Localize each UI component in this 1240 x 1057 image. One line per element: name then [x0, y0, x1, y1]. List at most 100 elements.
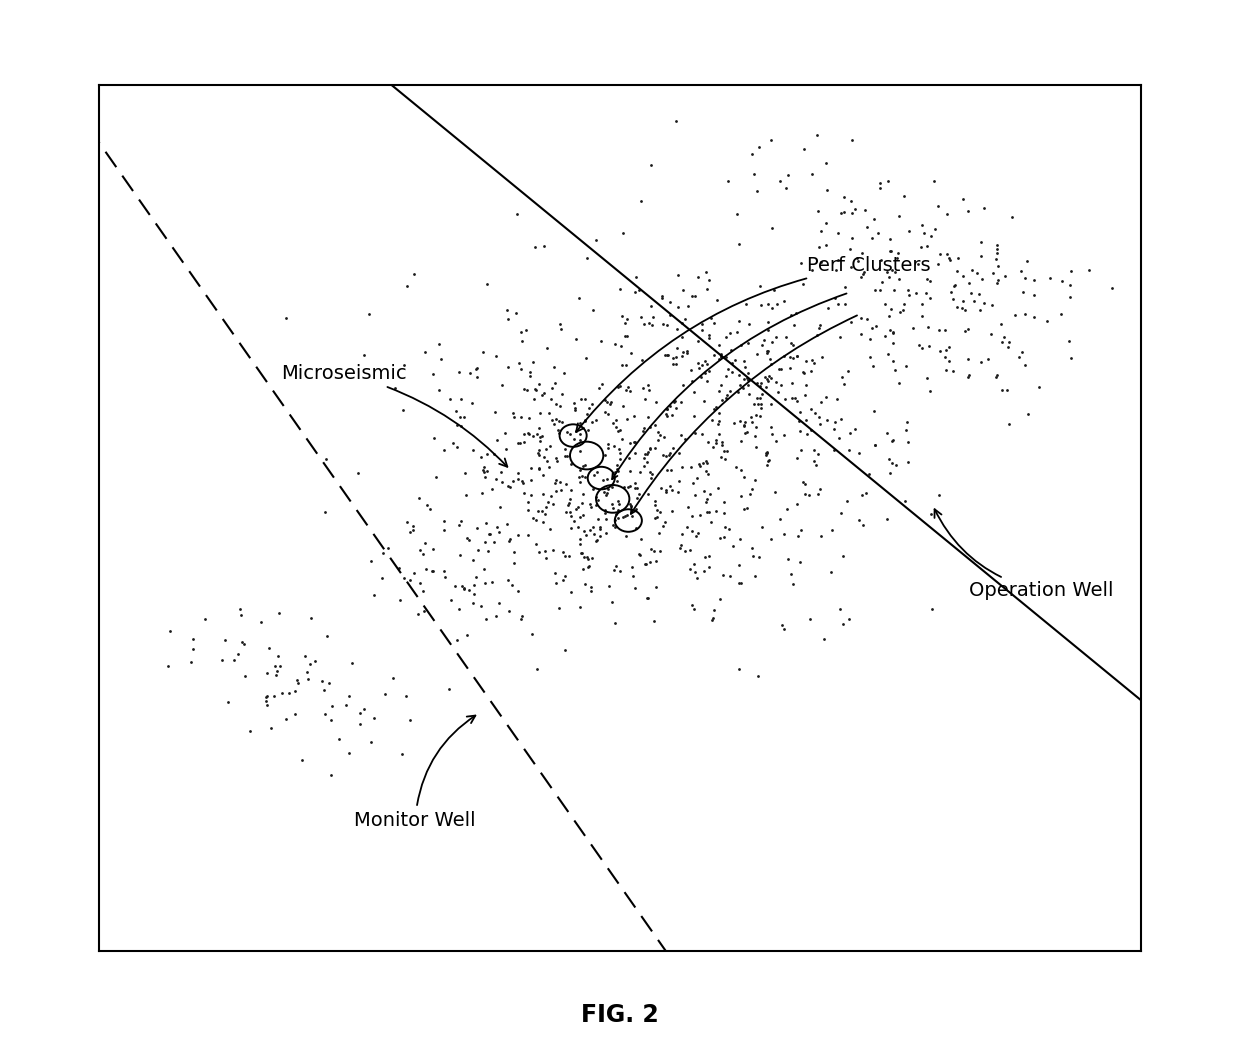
Point [684, 407, 704, 424]
Point [616, 411, 636, 428]
Point [487, 431, 507, 448]
Point [709, 590, 729, 607]
Point [467, 368, 487, 385]
Point [611, 337, 631, 354]
Point [671, 393, 691, 410]
Point [689, 359, 709, 376]
Point [853, 266, 873, 283]
Point [577, 350, 596, 367]
Point [707, 398, 727, 415]
Point [518, 502, 538, 519]
Point [775, 390, 795, 407]
Point [673, 376, 693, 393]
Point [542, 379, 562, 396]
Point [703, 439, 723, 456]
Point [259, 639, 279, 656]
Point [920, 382, 940, 398]
Point [908, 256, 928, 273]
Point [498, 478, 518, 495]
Point [608, 457, 627, 474]
Point [512, 607, 532, 624]
Point [694, 365, 714, 382]
Point [591, 333, 611, 350]
Point [619, 450, 639, 467]
Point [466, 360, 486, 377]
Point [467, 519, 487, 536]
Point [727, 323, 746, 340]
Point [826, 261, 846, 278]
Point [269, 604, 289, 620]
Point [285, 683, 305, 700]
Point [546, 471, 565, 488]
Point [474, 459, 494, 476]
Point [870, 252, 890, 268]
Point [791, 521, 811, 538]
Point [981, 326, 1001, 342]
Point [415, 344, 435, 360]
Point [959, 367, 978, 384]
Point [339, 688, 358, 705]
Point [672, 314, 692, 331]
Point [737, 424, 756, 441]
Point [880, 243, 900, 260]
Point [512, 472, 532, 489]
Point [795, 365, 815, 382]
Point [521, 471, 541, 488]
Point [342, 654, 362, 671]
Point [598, 440, 618, 457]
Point [620, 496, 640, 513]
Point [374, 685, 394, 702]
Point [914, 225, 934, 242]
Point [735, 425, 755, 442]
Point [506, 305, 526, 322]
Point [257, 692, 277, 709]
Point [920, 227, 940, 244]
Point [626, 489, 646, 506]
Point [911, 239, 931, 256]
Point [735, 414, 755, 431]
Point [556, 642, 575, 659]
Point [642, 466, 662, 483]
Point [733, 379, 753, 396]
Point [729, 366, 749, 383]
Point [799, 486, 818, 503]
Point [616, 357, 636, 374]
Point [582, 582, 601, 599]
Point [360, 305, 379, 322]
Point [827, 224, 847, 241]
Point [641, 156, 661, 173]
Point [739, 315, 759, 332]
Point [790, 404, 810, 421]
Point [529, 433, 549, 450]
Point [490, 499, 510, 516]
Point [647, 431, 667, 448]
Point [477, 445, 497, 462]
Point [952, 300, 972, 317]
Point [634, 420, 653, 437]
Point [756, 444, 776, 461]
Point [832, 368, 852, 385]
Point [600, 393, 620, 410]
Point [991, 315, 1011, 332]
Point [947, 249, 967, 266]
Point [255, 688, 275, 705]
Point [720, 568, 740, 585]
Point [598, 394, 618, 411]
Point [940, 252, 960, 268]
Point [761, 369, 781, 386]
Point [547, 395, 567, 412]
Point [826, 290, 846, 307]
Point [738, 372, 758, 389]
Point [420, 501, 440, 518]
Point [697, 462, 717, 479]
Point [646, 578, 666, 595]
Point [516, 321, 536, 338]
Point [739, 365, 759, 382]
Point [807, 327, 827, 344]
Point [590, 527, 610, 544]
Point [697, 355, 717, 372]
Point [609, 502, 629, 519]
Point [782, 350, 802, 367]
Point [434, 562, 454, 579]
Point [552, 385, 572, 402]
